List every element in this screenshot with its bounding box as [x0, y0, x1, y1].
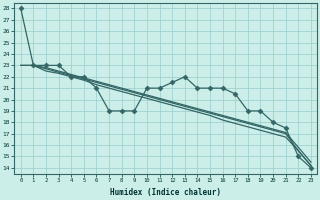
X-axis label: Humidex (Indice chaleur): Humidex (Indice chaleur)	[110, 188, 221, 197]
